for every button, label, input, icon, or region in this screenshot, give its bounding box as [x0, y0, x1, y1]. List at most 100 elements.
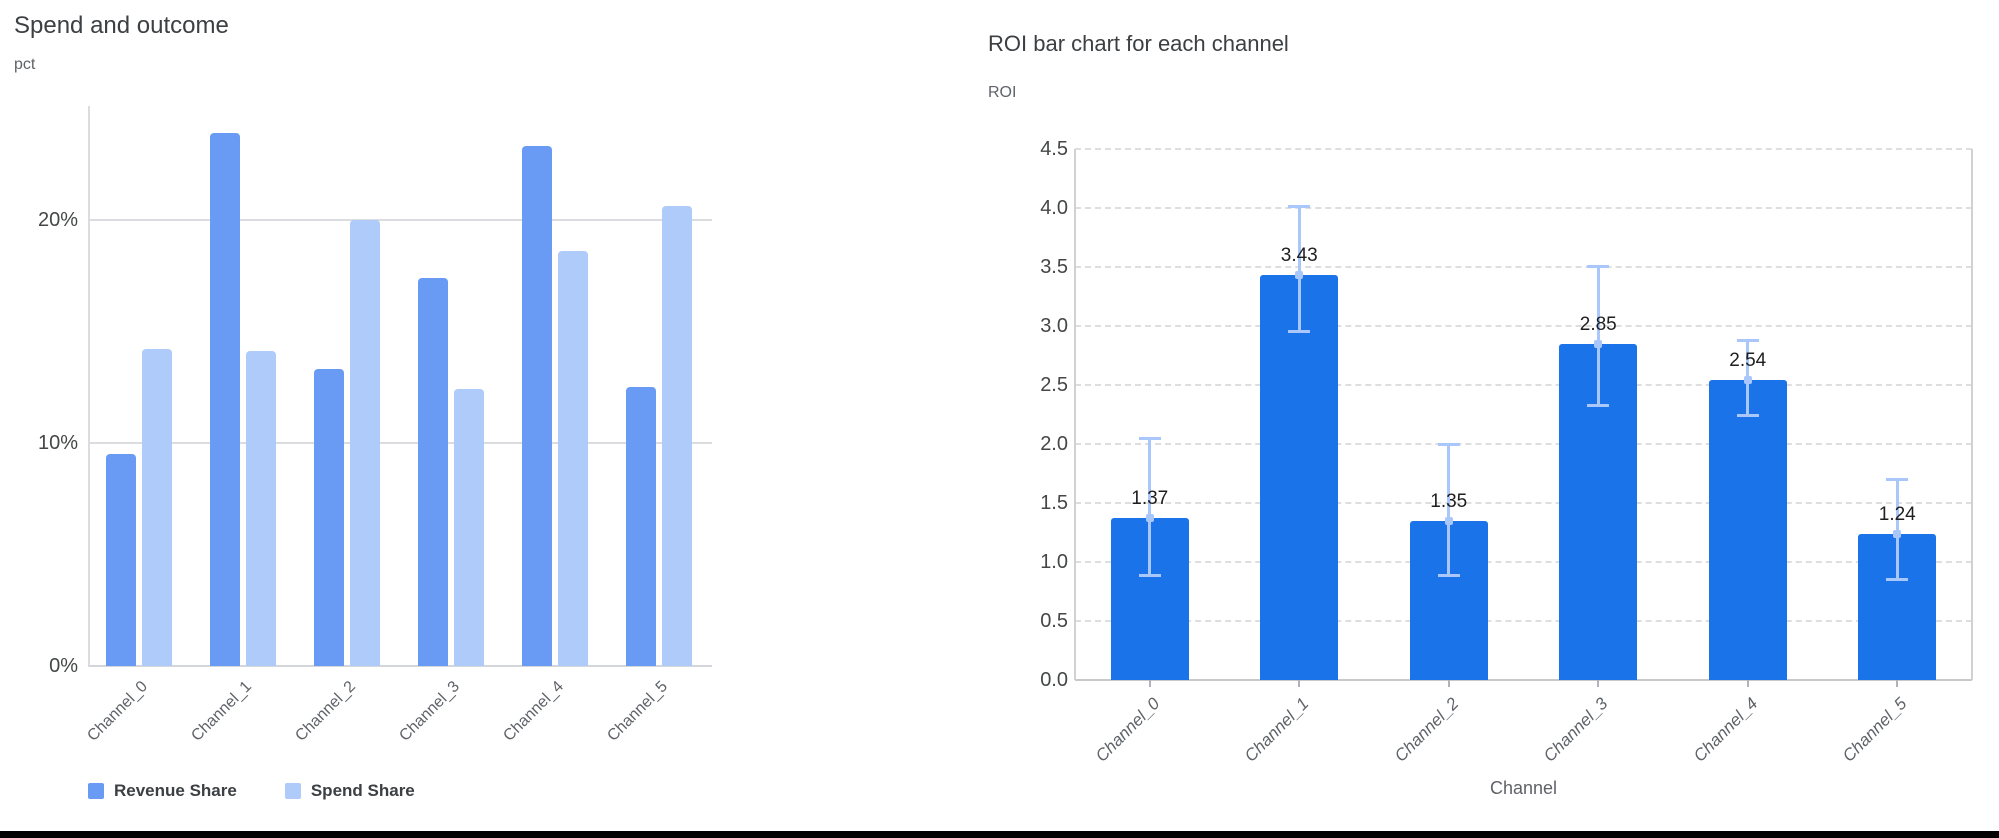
error-dot-channel_3	[1594, 339, 1603, 348]
y-tick-0%: 0%	[49, 655, 78, 677]
left-y-axis-unit-label: pct	[14, 56, 36, 73]
bar-spend-share-channel_5	[662, 206, 692, 666]
left-plot-area: Channel_0 Channel_1 Channel_2 Channel_3 Chan…	[84, 106, 712, 745]
value-label-channel_2: 1.35	[1430, 490, 1468, 512]
x-label-channel_1: Channel_1	[188, 678, 256, 745]
value-label-channel_1: 3.43	[1280, 245, 1318, 267]
bar-roi-channel_1	[1260, 275, 1339, 680]
y-tick-3.0: 3.0	[1040, 315, 1068, 337]
y-tick-1.5: 1.5	[1040, 492, 1068, 514]
error-cap-bottom-channel_1	[1288, 329, 1311, 333]
gridline-4.5	[1075, 148, 1972, 150]
gridline-10%	[88, 441, 712, 444]
x-tick-channel_4	[1746, 680, 1749, 687]
value-label-channel_4: 2.54	[1729, 350, 1767, 372]
bar-spend-share-channel_0	[142, 349, 172, 666]
y-tick-0.0: 0.0	[1040, 669, 1068, 691]
bar-revenue-share-channel_2	[314, 369, 344, 666]
x-axis-baseline	[1075, 679, 1972, 681]
value-label-channel_0: 1.37	[1131, 488, 1169, 510]
gridline-0.5	[1075, 620, 1972, 622]
chart-legend: Revenue Share Spend Share	[88, 781, 415, 801]
bar-revenue-share-channel_3	[418, 277, 448, 666]
bar-spend-share-channel_3	[454, 389, 484, 666]
x-label-channel_5: Channel_5	[604, 678, 672, 745]
bar-revenue-share-channel_5	[626, 387, 656, 666]
y-tick-0.5: 0.5	[1040, 610, 1068, 632]
error-cap-bottom-channel_5	[1886, 577, 1909, 581]
error-cap-top-channel_0	[1138, 437, 1161, 441]
error-bar-channel_2	[1447, 444, 1451, 577]
bar-revenue-share-channel_4	[522, 146, 552, 666]
bar-roi-channel_4	[1708, 380, 1787, 680]
error-bar-channel_3	[1596, 265, 1600, 407]
error-cap-top-channel_2	[1437, 443, 1460, 446]
x-tick-channel_3	[1597, 680, 1600, 687]
gridline-3.5	[1075, 266, 1972, 268]
left-y-axis: 0% 10% 20%	[0, 106, 78, 677]
x-tick-channel_0	[1148, 680, 1151, 687]
y-tick-4.0: 4.0	[1040, 197, 1068, 219]
left-spine	[1074, 149, 1076, 680]
left-axis-line	[88, 106, 90, 666]
x-tick-channel_2	[1447, 680, 1450, 687]
error-dot-channel_4	[1743, 376, 1752, 385]
gridline-2.5	[1075, 384, 1972, 386]
bar-revenue-share-channel_1	[210, 132, 240, 666]
y-tick-1.0: 1.0	[1040, 551, 1068, 573]
baseline	[88, 665, 712, 667]
x-label-channel_0: Channel_0	[84, 678, 152, 745]
x-label-channel_4: Channel_4	[500, 678, 568, 745]
value-label-channel_5: 1.24	[1878, 503, 1916, 525]
bar-spend-share-channel_1	[246, 351, 276, 666]
legend-item-revenue-share: Revenue Share	[88, 781, 237, 801]
error-cap-top-channel_3	[1587, 264, 1610, 268]
value-label-channel_3: 2.85	[1579, 313, 1617, 335]
left-chart-title: Spend and outcome	[14, 12, 229, 39]
gridline-1.0	[1075, 561, 1972, 563]
error-cap-top-channel_4	[1736, 339, 1759, 343]
error-cap-bottom-channel_2	[1437, 574, 1460, 578]
y-tick-2.5: 2.5	[1040, 374, 1068, 396]
y-tick-3.5: 3.5	[1040, 256, 1068, 278]
right-chart-title: ROI bar chart for each channel	[988, 31, 1289, 56]
error-bar-channel_0	[1148, 438, 1152, 577]
error-bar-channel_5	[1895, 479, 1899, 580]
gridline-20%	[88, 218, 712, 221]
bottom-border-bar	[0, 831, 1999, 838]
roi-chart: ROI bar chart for each channel ROI 0.0 0.…	[988, 0, 1999, 838]
y-tick-10%: 10%	[37, 431, 78, 454]
x-tick-channel_1	[1298, 680, 1301, 687]
legend-label: Spend Share	[310, 781, 415, 800]
error-cap-bottom-channel_4	[1736, 413, 1759, 417]
legend-swatch-spend-share	[284, 783, 301, 799]
right-plot-area: 1.37 Channel_0 3.43 Channel_1 1.35 Channel_2 2…	[1074, 148, 1973, 766]
x-label-channel_2: Channel_2	[292, 678, 360, 745]
bar-spend-share-channel_2	[350, 219, 380, 666]
spend-outcome-chart: Spend and outcome pct 0% 10% 20% Channel_0…	[0, 0, 760, 838]
error-cap-top-channel_1	[1288, 204, 1311, 208]
y-tick-20%: 20%	[37, 208, 78, 231]
error-dot-channel_1	[1295, 271, 1304, 280]
x-label-channel_3: Channel_3	[396, 678, 464, 745]
gridline-1.5	[1075, 502, 1972, 504]
error-cap-bottom-channel_3	[1587, 404, 1610, 408]
legend-item-spend-share: Spend Share	[284, 781, 415, 801]
error-dot-channel_5	[1893, 529, 1902, 538]
y-tick-2.0: 2.0	[1040, 433, 1068, 455]
error-cap-top-channel_5	[1886, 478, 1909, 482]
error-cap-bottom-channel_0	[1138, 574, 1161, 578]
right-y-axis-unit-label: ROI	[988, 84, 1017, 101]
legend-label: Revenue Share	[114, 781, 237, 800]
legend-swatch-revenue-share	[88, 783, 104, 799]
right-spine	[1971, 149, 1973, 680]
error-bar-channel_1	[1297, 205, 1301, 332]
gridline-4.0	[1075, 207, 1972, 209]
error-dot-channel_2	[1444, 516, 1453, 525]
bar-revenue-share-channel_0	[106, 454, 136, 666]
x-tick-channel_5	[1896, 680, 1899, 687]
y-tick-4.5: 4.5	[1040, 138, 1068, 160]
right-y-axis: 0.0 0.5 1.0 1.5 2.0 2.5 3.0 3.5 4.0 4.5	[988, 138, 1068, 691]
gridline-2.0	[1075, 443, 1972, 445]
